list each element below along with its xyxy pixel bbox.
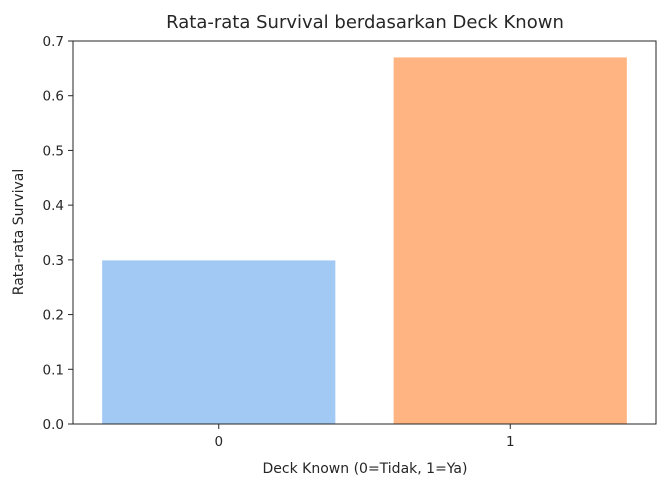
x-tick-label: 0 bbox=[214, 434, 223, 450]
y-tick-label: 0.1 bbox=[43, 362, 64, 378]
x-axis-label: Deck Known (0=Tidak, 1=Ya) bbox=[263, 461, 468, 477]
y-tick-label: 0.6 bbox=[43, 89, 64, 105]
y-tick-label: 0.4 bbox=[43, 198, 64, 214]
y-axis-ticks: 0.0 0.1 0.2 0.3 0.4 0.5 0.6 0.7 bbox=[43, 34, 73, 433]
y-tick-label: 0.2 bbox=[43, 308, 64, 324]
bar-1 bbox=[393, 57, 627, 425]
bar-0 bbox=[102, 260, 336, 424]
y-tick-label: 0.5 bbox=[43, 143, 64, 159]
y-tick-label: 0.3 bbox=[43, 253, 64, 269]
y-tick-label: 0.0 bbox=[43, 417, 64, 433]
y-axis-label: Rata-rata Survival bbox=[11, 169, 27, 295]
x-tick-label: 1 bbox=[506, 434, 515, 450]
y-tick-label: 0.7 bbox=[43, 34, 64, 50]
bars-group bbox=[102, 57, 627, 425]
chart-title: Rata-rata Survival berdasarkan Deck Know… bbox=[166, 12, 564, 33]
plot-frame bbox=[72, 40, 657, 425]
